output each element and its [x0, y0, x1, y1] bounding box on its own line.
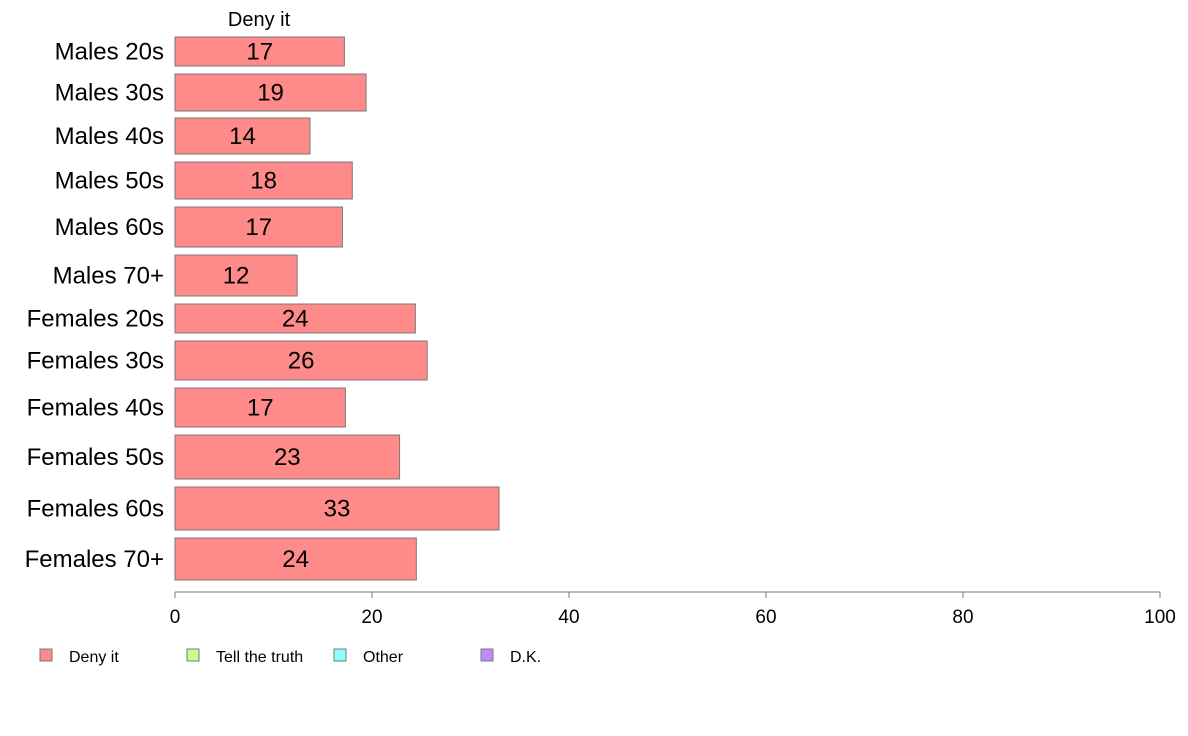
category-label: Males 20s [55, 39, 164, 66]
x-tick-label: 40 [558, 607, 579, 628]
x-axis: 0 20 40 60 80 100 [170, 591, 1176, 628]
value-label: 19 [257, 80, 284, 107]
value-label: 23 [274, 444, 301, 471]
bar [174, 117, 311, 155]
category-label: Males 40s [55, 123, 164, 150]
legend-swatch [333, 648, 347, 662]
legend-label: Other [363, 649, 404, 666]
x-tick-label: 20 [361, 607, 382, 628]
bar [174, 387, 346, 428]
legend-label: D.K. [510, 649, 541, 666]
bar [174, 206, 343, 248]
category-label: Females 50s [27, 444, 164, 471]
bar [174, 537, 417, 581]
legend-swatch [39, 648, 53, 662]
category-label: Females 40s [27, 395, 164, 422]
value-label: 33 [324, 496, 351, 523]
bar [174, 36, 345, 67]
category-label: Females 30s [27, 348, 164, 375]
x-tick-label: 100 [1144, 607, 1176, 628]
category-label: Males 60s [55, 214, 164, 241]
x-tick-label: 80 [952, 607, 973, 628]
legend: Deny it Tell the truth Other D.K. [39, 648, 541, 666]
x-tick-label: 60 [755, 607, 776, 628]
bar [174, 340, 428, 381]
series-header: Deny it [228, 9, 291, 31]
value-label: 24 [282, 546, 309, 573]
value-label: 26 [288, 348, 315, 375]
category-label: Males 70+ [53, 263, 164, 290]
value-label: 14 [229, 123, 256, 150]
category-label: Females 60s [27, 496, 164, 523]
legend-swatch [186, 648, 200, 662]
category-label: Females 70+ [25, 546, 164, 573]
bar [174, 254, 298, 297]
category-label: Males 30s [55, 80, 164, 107]
value-label: 17 [246, 39, 273, 66]
value-label: 12 [223, 263, 250, 290]
value-label: 18 [250, 168, 277, 195]
value-label: 17 [245, 214, 272, 241]
category-label: Males 50s [55, 168, 164, 195]
bar [174, 161, 353, 200]
legend-swatch [480, 648, 494, 662]
legend-label: Tell the truth [216, 649, 303, 666]
x-tick-label: 0 [170, 607, 181, 628]
bars-group: Males 20s 17 Males 30s 19 Males 40s 14 Males 5… [25, 36, 500, 581]
legend-label: Deny it [69, 649, 119, 666]
bar [174, 73, 367, 112]
category-label: Females 20s [27, 306, 164, 333]
value-label: 17 [247, 395, 274, 422]
bar [174, 434, 401, 480]
value-label: 24 [282, 306, 309, 333]
bar [174, 486, 500, 531]
bar [174, 303, 416, 334]
